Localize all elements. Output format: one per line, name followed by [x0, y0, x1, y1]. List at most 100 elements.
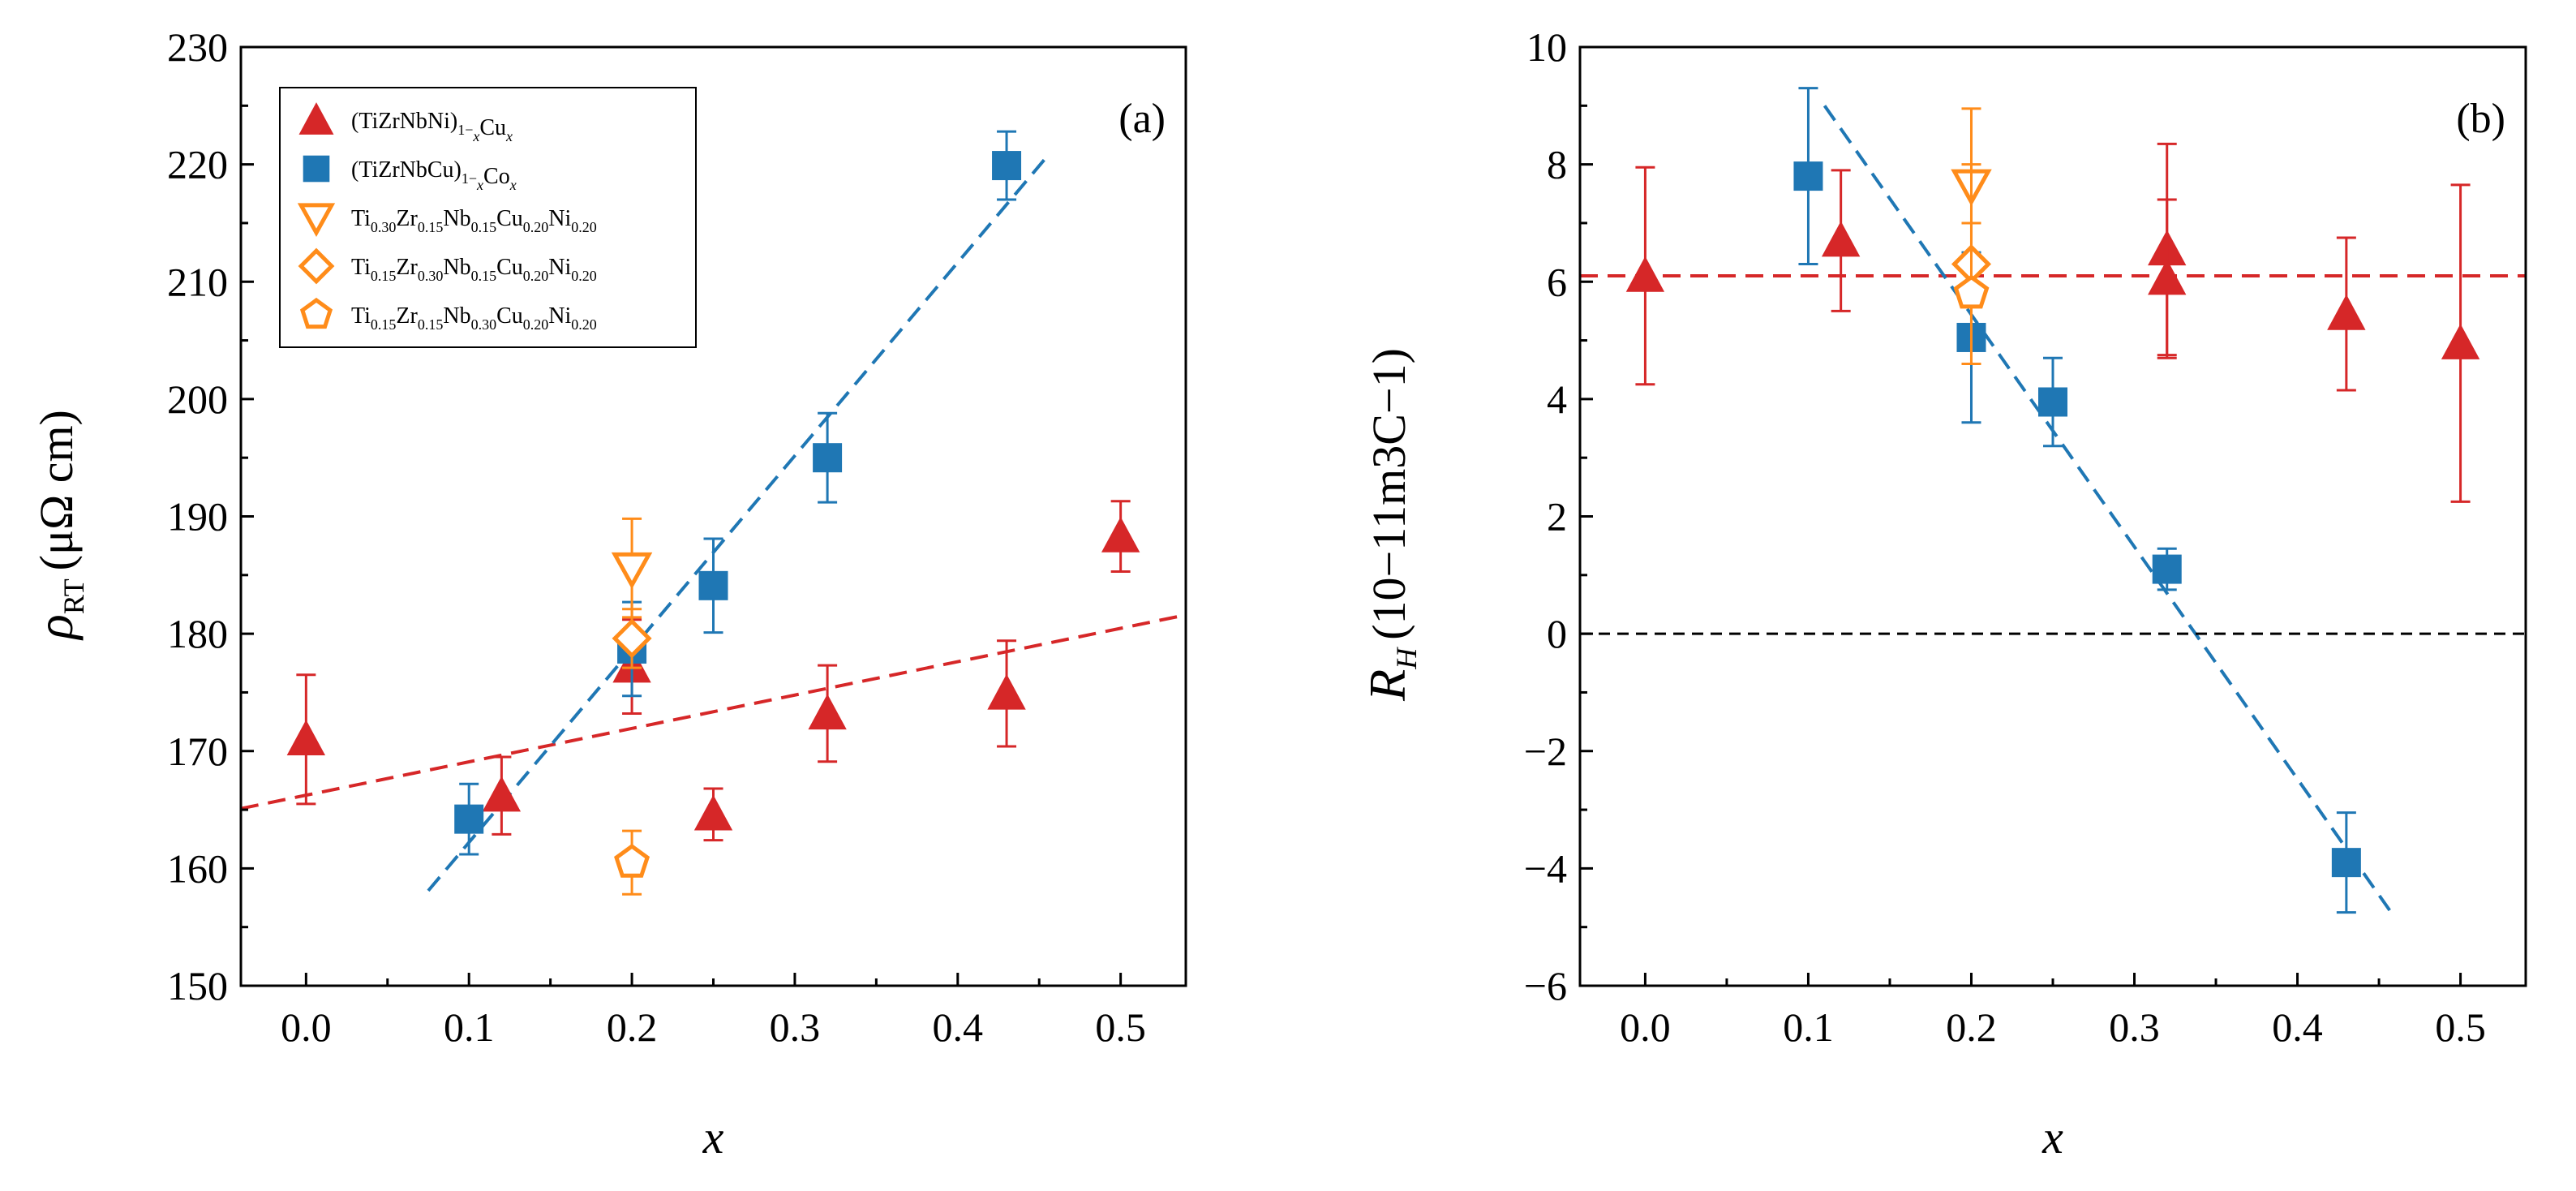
y-tick-label: 220 [167, 142, 228, 187]
y-tick-label: 2 [1547, 494, 1567, 540]
legend-label-q3: Ti0.15Zr0.15Nb0.30Cu0.20Ni0.20 [351, 303, 597, 333]
legend-entry-q3: Ti0.15Zr0.15Nb0.30Cu0.20Ni0.20 [299, 297, 597, 333]
legend-label-part: x [505, 128, 513, 144]
y-axis-title: ρRT (μΩ cm) [26, 410, 90, 641]
legend-label-part: 0.30 [371, 219, 397, 235]
legend-label-part: 0.30 [471, 316, 497, 333]
legend-marker-q2 [298, 247, 335, 285]
legend-label-part: Ti [351, 206, 371, 231]
y-tick-label: 210 [167, 259, 228, 304]
y-tick-label: 190 [167, 494, 228, 540]
y-tick-label: 150 [167, 963, 228, 1008]
legend-label-part: 0.15 [418, 219, 444, 235]
series-q1 [611, 517, 653, 619]
x-tick-label: 0.5 [2435, 1004, 2486, 1050]
legend-label-part: Ti [351, 255, 371, 280]
data-point-cu [1821, 221, 1861, 257]
y-axis-symbol: ρ [26, 614, 84, 641]
legend-label-q2: Ti0.15Zr0.30Nb0.15Cu0.20Ni0.20 [351, 255, 597, 284]
y-tick-label: 170 [167, 729, 228, 774]
legend-label-part: 0.20 [571, 316, 597, 333]
data-point-co [454, 804, 484, 834]
legend-label-part: Cu [496, 206, 523, 231]
data-point-cu [1625, 256, 1665, 292]
legend-label-part: (TiZrNbCu) [351, 157, 462, 183]
legend-marker-q3 [299, 297, 333, 329]
series-co [1793, 87, 2361, 914]
legend-label-part: 0.20 [523, 219, 549, 235]
legend-entry-q2: Ti0.15Zr0.30Nb0.15Cu0.20Ni0.20 [298, 247, 597, 285]
legend-label-part: Ti [351, 303, 371, 329]
y-tick-label: −2 [1524, 729, 1567, 774]
y-tick-label: −4 [1524, 845, 1567, 891]
data-point-cu [2148, 259, 2187, 295]
legend-label-part: Nb [443, 206, 470, 231]
y-tick-label: 160 [167, 845, 228, 891]
x-tick-label: 0.2 [1946, 1004, 1997, 1050]
data-point-cu [286, 720, 326, 755]
y-axis-symbol: R [1359, 669, 1416, 702]
legend-label-part: x [509, 177, 517, 193]
series-q2 [612, 608, 652, 669]
data-point-co [2152, 554, 2182, 584]
legend-label-part: 0.15 [471, 219, 497, 235]
x-axis-title: x [2041, 1111, 2063, 1163]
legend-label-cu: (TiZrNbNi)1−xCux [351, 109, 513, 144]
data-point-co [813, 443, 843, 473]
x-tick-label: 0.2 [607, 1004, 658, 1050]
data-point-q1 [611, 552, 653, 590]
legend-label-part: Zr [396, 255, 418, 280]
legend-label-part: Nb [443, 255, 470, 280]
legend-entry-co: (TiZrNbCu)1−xCox [303, 155, 517, 193]
data-point-co [2331, 848, 2361, 878]
legend-label-part: 0.15 [371, 268, 397, 284]
y-tick-label: 0 [1547, 611, 1567, 656]
legend: (TiZrNbNi)1−xCux(TiZrNbCu)1−xCoxTi0.30Zr… [279, 87, 697, 348]
y-tick-label: 200 [167, 376, 228, 422]
legend-label-part: Zr [396, 206, 418, 231]
series-co [454, 130, 1022, 856]
x-tick-label: 0.3 [770, 1004, 821, 1050]
data-point-cu [2327, 294, 2366, 330]
x-tick-label: 0.5 [1095, 1004, 1146, 1050]
legend-label-part: x [476, 177, 483, 193]
y-tick-label: 6 [1547, 259, 1567, 304]
legend-label-part: Nb [443, 303, 470, 329]
legend-label-part: Ni [548, 303, 571, 329]
legend-label-part: Cu [479, 115, 506, 140]
legend-label-part: Ni [548, 255, 571, 280]
legend-entry-cu: (TiZrNbNi)1−xCux [298, 102, 513, 144]
legend-label-part: 0.15 [471, 268, 497, 284]
legend-label-part: 0.15 [371, 316, 397, 333]
y-axis-unit: (10−11m3C−1) [1363, 348, 1415, 640]
legend-label-part: 0.30 [418, 268, 444, 284]
x-tick-label: 0.1 [1783, 1004, 1834, 1050]
plot-frame [1578, 45, 2527, 987]
legend-label-part: Ni [548, 206, 571, 231]
x-axis-title: x [702, 1111, 724, 1163]
x-tick-label: 0.4 [933, 1004, 984, 1050]
legend-label-part: Zr [396, 303, 418, 329]
panel-label: (a) [1118, 96, 1166, 142]
data-point-cu [2441, 324, 2480, 359]
y-axis-symbol-subscript: H [1390, 647, 1423, 670]
data-point-q2 [612, 618, 652, 659]
legend-marker-co [303, 155, 330, 183]
legend-label-part: 0.20 [571, 268, 597, 284]
legend-box [279, 87, 697, 348]
series-cu [1625, 142, 2480, 503]
legend-label-part: Co [483, 164, 510, 189]
legend-marker-q1 [297, 203, 336, 238]
y-axis-symbol-subscript: RT [58, 578, 90, 614]
data-point-cu [808, 694, 847, 730]
y-axis-title: RH (10−11m3C−1) [1359, 348, 1423, 702]
legend-label-part: (TiZrNbNi) [351, 109, 457, 134]
data-point-cu [693, 794, 733, 831]
data-point-cu [987, 673, 1026, 710]
x-tick-label: 0.4 [2272, 1004, 2323, 1050]
legend-label-part: 1− [462, 170, 477, 187]
fit-line-co [427, 155, 1049, 892]
legend-label-part: 0.15 [418, 316, 444, 333]
legend-label-part: 1− [457, 122, 473, 138]
